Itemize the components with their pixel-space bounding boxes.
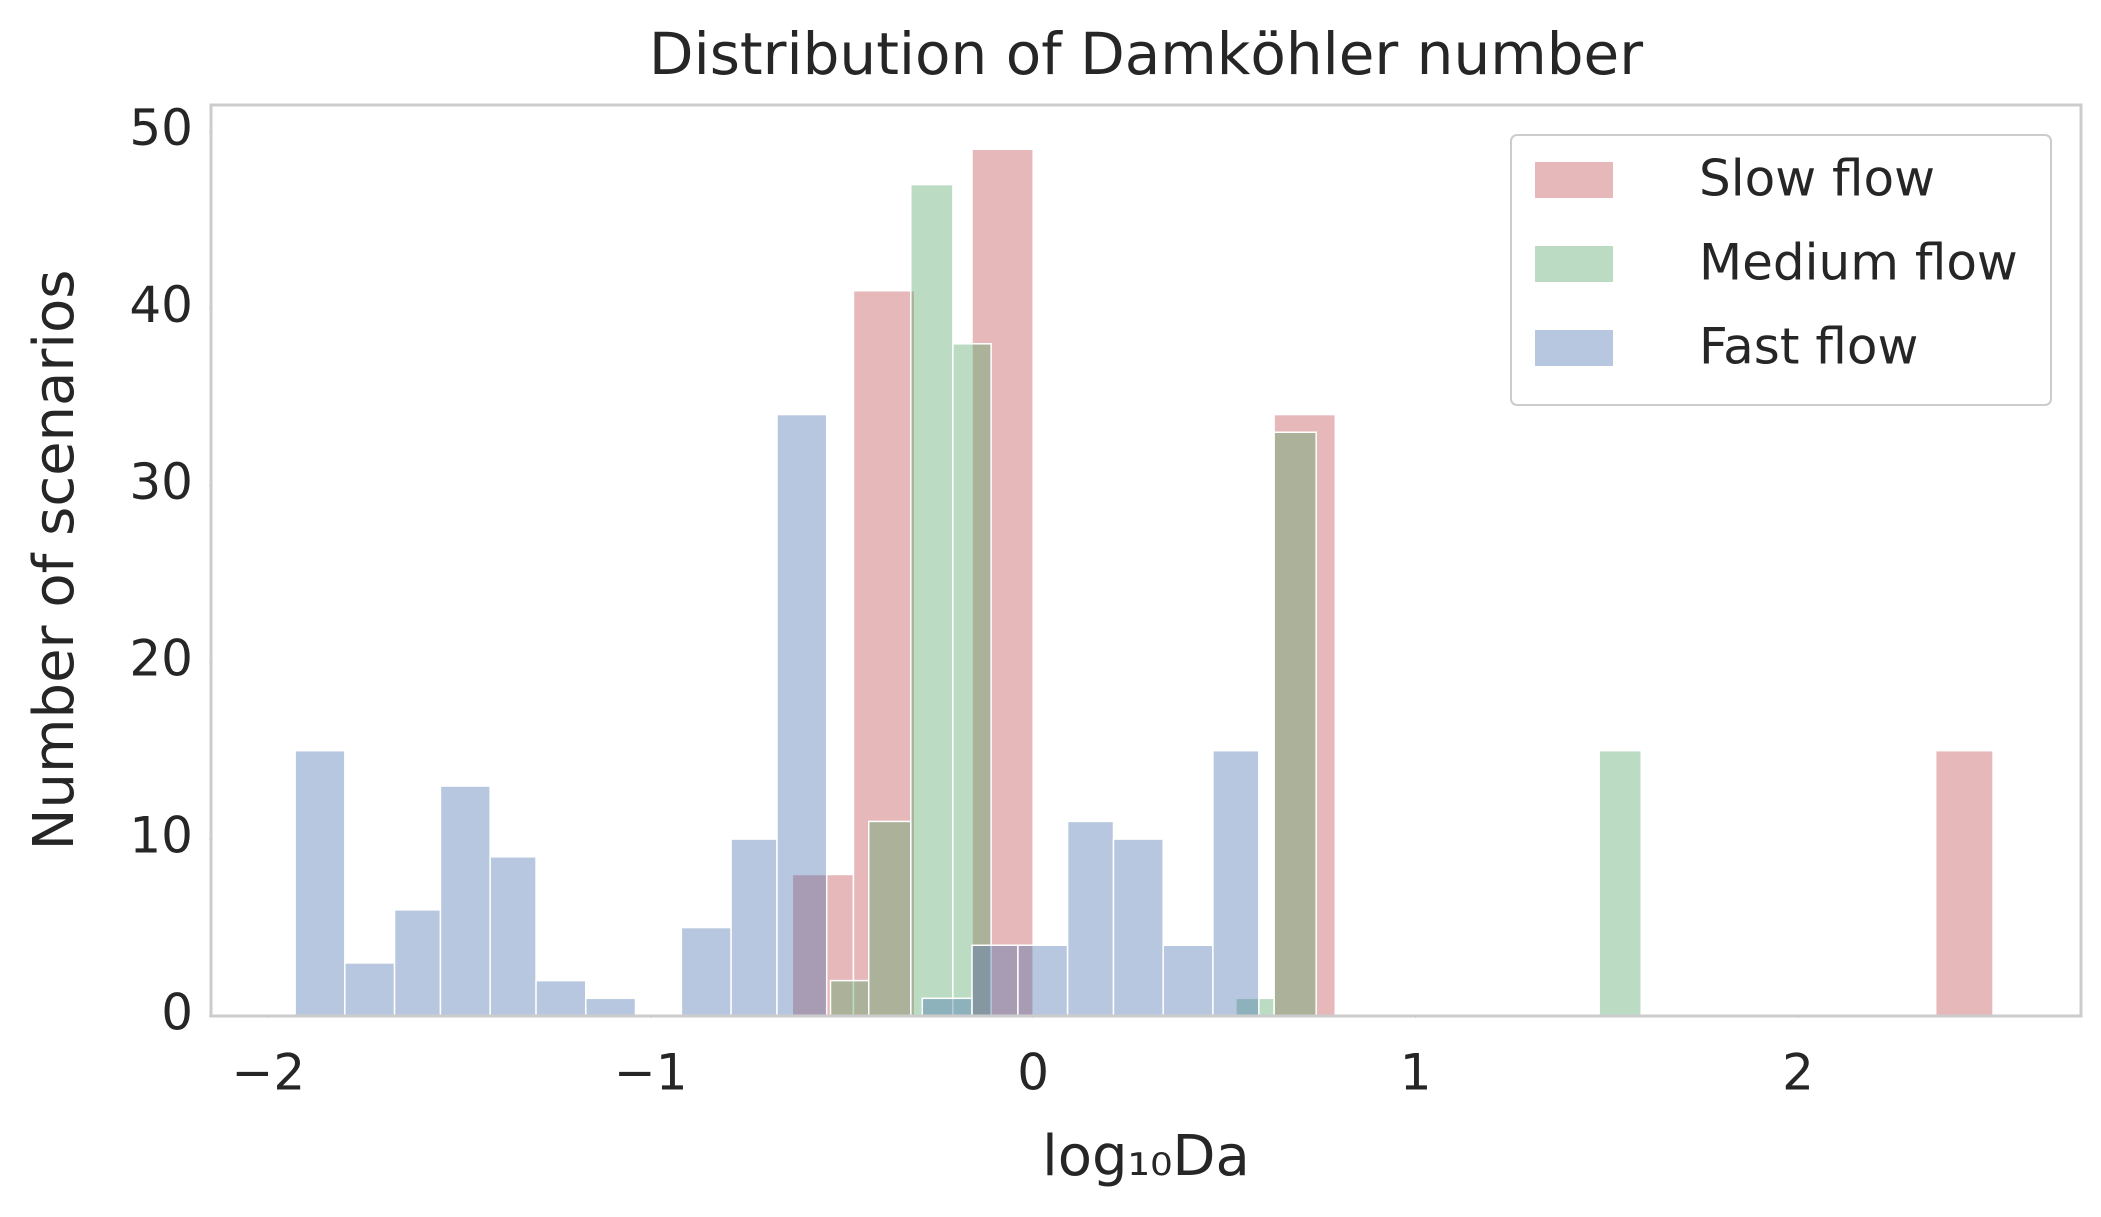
histogram-bar <box>1112 838 1164 1017</box>
histogram-bar <box>1162 944 1214 1017</box>
y-tick-label: 30 <box>129 453 193 511</box>
histogram-bar <box>852 289 916 1017</box>
histogram-bar <box>971 148 1034 1017</box>
x-tick-label: 0 <box>1017 1044 1049 1102</box>
legend-label: Medium flow <box>1699 234 2018 292</box>
histogram-bar <box>910 183 954 1017</box>
legend-swatch <box>1535 246 1613 282</box>
legend-swatch <box>1535 162 1613 198</box>
y-axis-label: Number of scenarios <box>22 270 87 851</box>
histogram-bar <box>535 979 587 1017</box>
histogram-bar <box>776 413 828 1017</box>
histogram-bar <box>921 997 973 1017</box>
chart-title: Distribution of Damkӧhler number <box>649 20 1643 88</box>
histogram-bar <box>439 785 491 1017</box>
histogram-bar <box>730 838 778 1017</box>
x-tick-label: −1 <box>614 1044 688 1102</box>
plot-frame <box>209 103 2083 1018</box>
y-tick-label: 20 <box>129 630 193 688</box>
histogram-bar <box>489 856 537 1017</box>
histogram-bar <box>344 962 396 1017</box>
histogram-bar <box>868 820 912 1017</box>
legend-swatch <box>1535 330 1613 366</box>
x-tick-label: 1 <box>1400 1044 1432 1102</box>
legend-label: Fast flow <box>1699 318 1918 376</box>
x-tick-label: −2 <box>232 1044 306 1102</box>
histogram-bar <box>1017 944 1069 1017</box>
y-tick-label: 40 <box>129 276 193 334</box>
histogram-bar <box>294 749 346 1017</box>
histogram-bar <box>971 944 1019 1017</box>
y-tick-label: 10 <box>129 807 193 865</box>
histogram-bar <box>680 926 732 1017</box>
histogram-bar <box>829 979 870 1017</box>
histogram-bar <box>1212 749 1260 1017</box>
histogram-bar <box>1066 820 1115 1017</box>
histogram-bar <box>1934 749 1994 1017</box>
histogram-bar <box>791 873 855 1017</box>
legend-label: Slow flow <box>1699 150 1935 208</box>
legend-frame <box>1510 134 2052 406</box>
histogram-bar <box>1273 431 1317 1017</box>
histogram-bar <box>393 909 442 1017</box>
x-axis-label: log₁₀Da <box>1042 1124 1250 1189</box>
histogram-bar <box>1273 413 1337 1017</box>
y-tick-label: 0 <box>161 984 193 1042</box>
y-tick-label: 50 <box>129 99 193 157</box>
x-tick-label: 2 <box>1782 1044 1814 1102</box>
histogram-bar <box>952 343 992 1017</box>
histogram-bar <box>1598 749 1642 1017</box>
legend: Slow flow Medium flow Fast flow <box>1510 134 2052 406</box>
histogram-bar <box>585 997 637 1017</box>
